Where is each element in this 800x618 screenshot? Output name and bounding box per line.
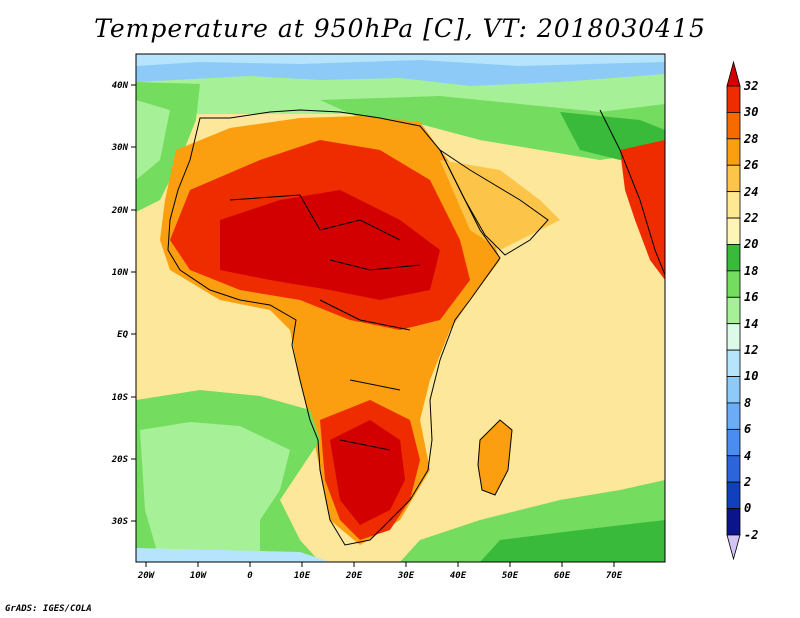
colorbar-label: 18 [744, 264, 758, 278]
colorbar-labels: 32 30 28 26 24 22 20 18 16 14 12 10 8 6 … [743, 79, 758, 542]
lon-label: 50E [502, 571, 519, 581]
colorbar-label: 8 [744, 396, 751, 410]
colorbar-swatch [726, 270, 741, 298]
colorbar-swatch [726, 349, 741, 377]
longitude-labels: 20W 10W 0 10E 20E 30E 40E 50E 60E 70E [137, 571, 623, 581]
colorbar-label: 14 [744, 317, 758, 331]
colorbar-label: 24 [743, 185, 758, 199]
lat-label: 20N [111, 206, 129, 216]
colorbar-swatch [726, 323, 741, 351]
map-frame [135, 53, 666, 563]
lat-label: 30N [111, 143, 129, 153]
lat-label: EQ [117, 330, 128, 340]
colorbar-label: 32 [743, 79, 758, 93]
lon-label: 20E [345, 571, 363, 581]
lon-label: 0 [247, 571, 253, 581]
colorbar-label: 4 [744, 449, 751, 463]
map-title: Temperature at 950hPa [C], VT: 201803041… [94, 14, 706, 43]
colorbar-swatch [726, 376, 741, 404]
coastline-outlines [167, 109, 665, 546]
colorbar-label: 2 [743, 475, 751, 489]
colorbar-swatch [726, 481, 741, 509]
colorbar-label: 20 [743, 237, 758, 251]
colorbar-label: 6 [744, 422, 751, 436]
lat-label: 10S [112, 393, 129, 403]
lat-label: 30S [111, 517, 129, 527]
lon-label: 20W [137, 571, 156, 581]
colorbar [726, 60, 741, 561]
lat-label: 10N [112, 268, 129, 278]
colorbar-label: 30 [743, 105, 758, 119]
colorbar-swatch [726, 244, 741, 272]
colorbar-label: -2 [744, 528, 758, 542]
colorbar-label: 22 [743, 211, 758, 225]
lon-label: 70E [606, 571, 623, 581]
lon-label: 10W [190, 571, 208, 581]
colorbar-swatch [726, 164, 741, 193]
colorbar-label: 10 [744, 369, 758, 383]
temperature-field [136, 54, 665, 562]
colorbar-swatch [726, 217, 741, 245]
lon-label: 40E [450, 571, 467, 581]
colorbar-swatch [726, 402, 741, 430]
colorbar-swatch [726, 191, 741, 219]
latitude-labels: 40N 30N 20N 10N EQ 10S 20S 30S [111, 81, 129, 527]
colorbar-top-arrow [726, 60, 741, 87]
colorbar-label: 26 [743, 158, 758, 172]
colorbar-label: 12 [744, 343, 758, 357]
lon-label: 30E [397, 571, 415, 581]
lon-label: 10E [294, 571, 311, 581]
colorbar-swatch [726, 296, 741, 325]
lon-label: 60E [554, 571, 571, 581]
colorbar-swatch [726, 508, 741, 536]
axis-ticks [131, 84, 615, 567]
colorbar-bottom-arrow [726, 534, 741, 561]
lat-label: 20S [111, 455, 129, 465]
colorbar-label: 16 [744, 290, 758, 304]
grads-credit: GrADS: IGES/COLA [5, 604, 92, 614]
lat-label: 40N [112, 81, 129, 91]
colorbar-swatch [726, 85, 741, 113]
colorbar-swatch [726, 112, 741, 140]
colorbar-label: 0 [744, 501, 751, 515]
colorbar-label: 28 [743, 132, 758, 146]
colorbar-swatch [726, 428, 741, 457]
colorbar-swatch [726, 138, 741, 166]
colorbar-swatch [726, 455, 741, 483]
